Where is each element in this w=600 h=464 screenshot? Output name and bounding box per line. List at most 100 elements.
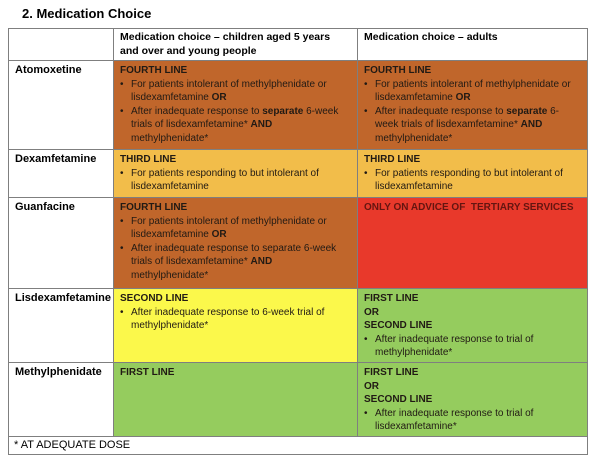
- cell-heading: FOURTH LINE: [120, 202, 188, 214]
- bullet-icon: •: [120, 167, 124, 179]
- text-segment: OR: [211, 229, 227, 241]
- bullet-text: For patients intolerant of methylphenida…: [131, 78, 351, 105]
- text-segment: OR: [455, 92, 471, 104]
- cell-heading: THIRD LINE: [120, 154, 177, 166]
- text-segment: AND: [250, 256, 273, 268]
- bullet-icon: •: [364, 105, 368, 117]
- bullet-item: • After inadequate response to trial of l…: [364, 407, 581, 434]
- cell-heading: OR: [364, 380, 379, 392]
- bullet-icon: •: [120, 242, 124, 254]
- bullet-icon: •: [364, 407, 368, 419]
- text-segment: For patients intolerant of methylphenida…: [375, 78, 574, 104]
- bullet-item: • After inadequate response to separate 6…: [364, 105, 581, 146]
- text-segment: 6-week trials of lisdexamfetamine*: [131, 105, 342, 131]
- page-title: 2. Medication Choice: [22, 6, 152, 21]
- bullet-item: • For patients responding to but intolera…: [364, 167, 581, 194]
- adults-cell: THIRD LINE • For patients responding to bu…: [357, 149, 588, 199]
- bullet-item: • For patients intolerant of methylphenid…: [120, 78, 351, 105]
- cell-heading: FIRST LINE: [364, 367, 419, 379]
- bullet-item: • After inadequate response to trial of m…: [364, 333, 581, 360]
- text-segment: For patients intolerant of methylphenida…: [131, 78, 330, 104]
- children-cell: FOURTH LINE • For patients intolerant of m…: [113, 197, 358, 290]
- column-header-empty: [8, 27, 114, 62]
- table-row: Dexamfetamine THIRD LINE • For patients res…: [8, 149, 588, 199]
- cell-heading: THIRD LINE: [364, 154, 421, 166]
- cell-heading: FIRST LINE: [364, 293, 419, 305]
- cell-heading: SECOND LINE: [364, 394, 433, 406]
- bullet-text: After inadequate response to 6-week tria…: [131, 306, 351, 333]
- children-cell: FOURTH LINE • For patients intolerant of m…: [113, 60, 358, 151]
- text-segment: AND: [520, 119, 543, 131]
- adults-cell: ONLY ON ADVICE OF TERTIARY SERVICES: [357, 197, 588, 290]
- table-row: Methylphenidate FIRST LINE FIRST LINE OR SEC…: [8, 362, 588, 437]
- cell-heading: SECOND LINE: [364, 320, 433, 332]
- text-segment: methylphenidate*: [375, 119, 546, 144]
- bullet-text: After inadequate response to separate 6-…: [131, 242, 351, 283]
- column-header-adults: Medication choice – adults: [357, 27, 588, 62]
- medication-choice-table: Medication choice – children aged 5 year…: [8, 27, 588, 455]
- text-segment: 6-week trials of lisdexamfetamine*: [375, 105, 560, 131]
- bullet-text: After inadequate response to separate 6-…: [375, 105, 581, 146]
- bullet-text: For patients intolerant of methylphenida…: [131, 215, 351, 242]
- cell-heading: FOURTH LINE: [120, 65, 188, 77]
- column-header-children: Medication choice – children aged 5 year…: [113, 27, 358, 62]
- bullet-icon: •: [120, 78, 124, 90]
- bullet-icon: •: [364, 78, 368, 90]
- footnote: * AT ADEQUATE DOSE: [8, 435, 588, 455]
- bullet-icon: •: [364, 333, 368, 345]
- bullet-text: For patients intolerant of methylphenida…: [375, 78, 581, 105]
- text-segment: methylphenidate*: [131, 119, 275, 144]
- cell-heading: FIRST LINE: [120, 367, 175, 379]
- children-cell: SECOND LINE • After inadequate response to…: [113, 288, 358, 364]
- drug-name-cell: Dexamfetamine: [8, 149, 114, 199]
- bullet-text: For patients responding to but intoleran…: [375, 167, 581, 194]
- bullet-icon: •: [120, 215, 124, 227]
- text-segment: For patients intolerant of methylphenida…: [131, 215, 330, 241]
- table-row: Lisdexamfetamine SECOND LINE • After inadeq…: [8, 288, 588, 364]
- text-segment: OR: [211, 92, 227, 104]
- bullet-text: For patients responding to but intoleran…: [131, 167, 351, 194]
- adults-cell: FIRST LINE OR SECOND LINE • After inadequate…: [357, 288, 588, 364]
- bullet-text: After inadequate response to separate 6-…: [131, 105, 351, 146]
- header-row: Medication choice – children aged 5 year…: [8, 27, 588, 62]
- bullet-item: • For patients intolerant of methylphenid…: [364, 78, 581, 105]
- bullet-item: • For patients intolerant of methylphenid…: [120, 215, 351, 242]
- table-row: Atomoxetine FOURTH LINE • For patients into…: [8, 60, 588, 151]
- cell-heading: FOURTH LINE: [364, 65, 432, 77]
- drug-name-cell: Guanfacine: [8, 197, 114, 290]
- bullet-item: • After inadequate response to separate 6…: [120, 242, 351, 283]
- text-segment: For patients responding to but intoleran…: [375, 167, 566, 193]
- drug-name-cell: Atomoxetine: [8, 60, 114, 151]
- text-segment: After inadequate response to 6-week tria…: [131, 306, 328, 332]
- bullet-item: • For patients responding to but intolera…: [120, 167, 351, 194]
- cell-heading: ONLY ON ADVICE OF TERTIARY SERVICES: [364, 202, 574, 214]
- text-segment: separate: [506, 105, 548, 117]
- text-segment: For patients responding to but intoleran…: [131, 167, 322, 193]
- text-segment: separate: [262, 105, 304, 117]
- bullet-text: After inadequate response to trial of me…: [375, 333, 581, 360]
- bullet-item: • After inadequate response to 6-week tri…: [120, 306, 351, 333]
- bullet-icon: •: [120, 105, 124, 117]
- adults-cell: FIRST LINE OR SECOND LINE • After inadequate…: [357, 362, 588, 437]
- text-segment: After inadequate response to: [375, 105, 507, 117]
- text-segment: After inadequate response to: [131, 105, 263, 117]
- adults-cell: FOURTH LINE • For patients intolerant of m…: [357, 60, 588, 151]
- footnote-row: * AT ADEQUATE DOSE: [8, 435, 588, 455]
- text-segment: After inadequate response to trial of me…: [375, 333, 537, 359]
- cell-heading: SECOND LINE: [120, 293, 189, 305]
- drug-name-cell: Methylphenidate: [8, 362, 114, 437]
- cell-heading: OR: [364, 306, 379, 318]
- bullet-icon: •: [120, 306, 124, 318]
- bullet-item: • After inadequate response to separate 6…: [120, 105, 351, 146]
- bullet-text: After inadequate response to trial of li…: [375, 407, 581, 434]
- text-segment: After inadequate response to trial of li…: [375, 407, 537, 433]
- children-cell: FIRST LINE: [113, 362, 358, 437]
- text-segment: After inadequate response to separate 6-…: [131, 242, 339, 268]
- table-row: Guanfacine FOURTH LINE • For patients intol…: [8, 197, 588, 290]
- drug-name-cell: Lisdexamfetamine: [8, 288, 114, 364]
- text-segment: AND: [250, 119, 273, 131]
- children-cell: THIRD LINE • For patients responding to bu…: [113, 149, 358, 199]
- text-segment: methylphenidate*: [131, 256, 275, 281]
- bullet-icon: •: [364, 167, 368, 179]
